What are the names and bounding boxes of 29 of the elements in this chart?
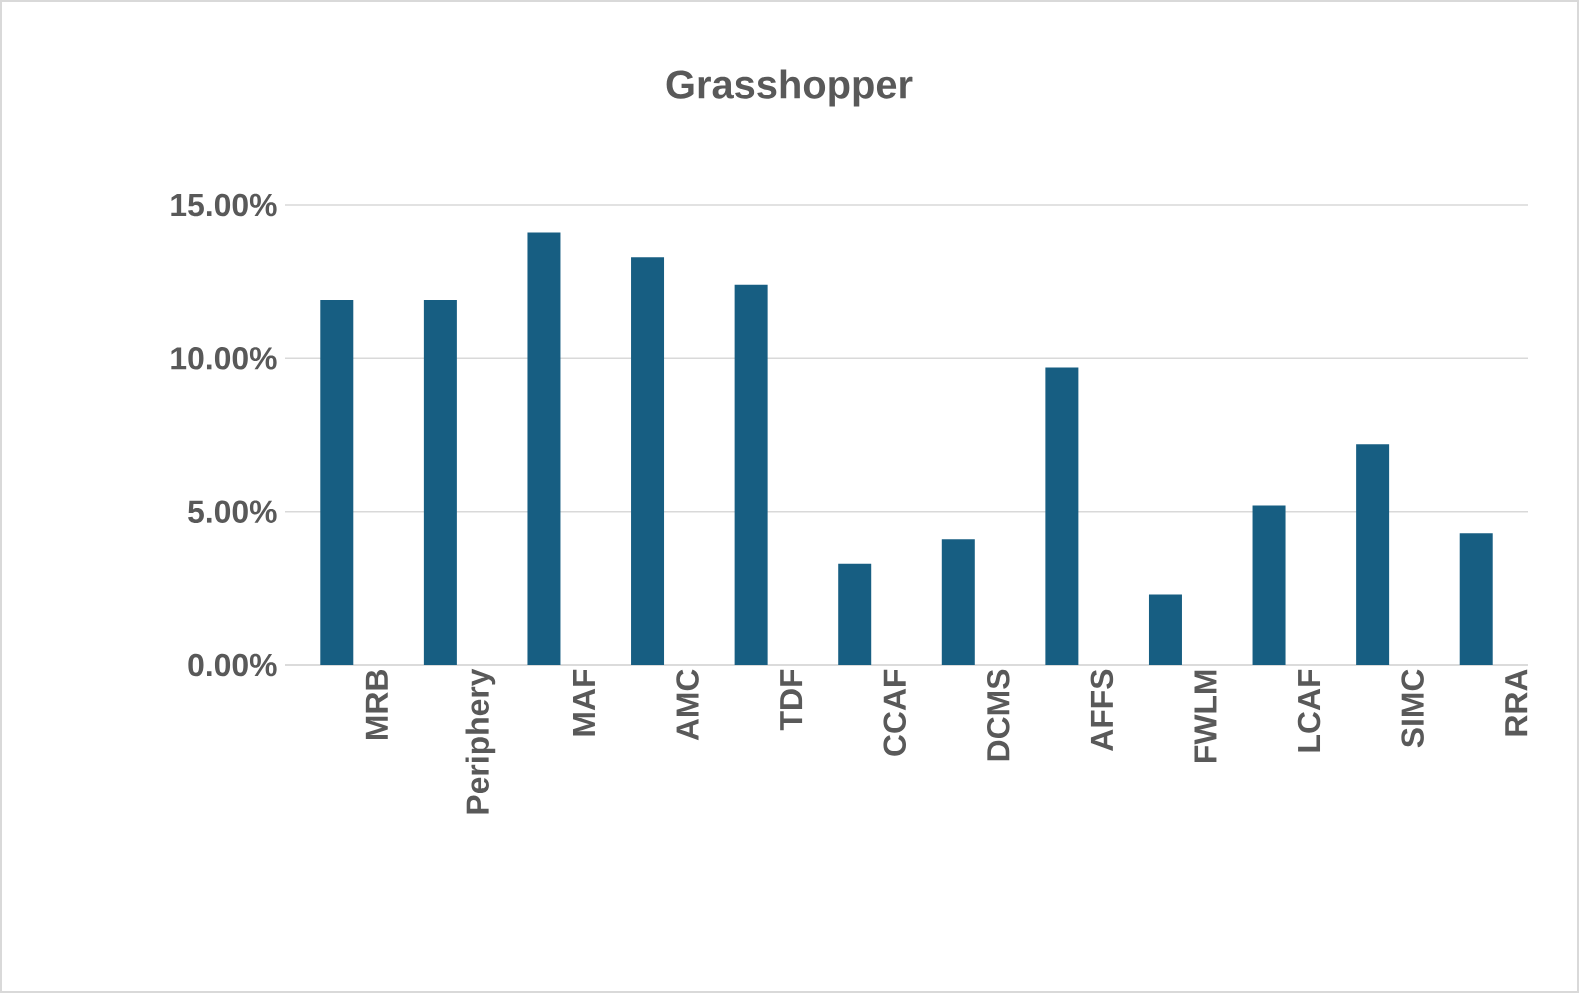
bar [527, 232, 561, 665]
bar [734, 284, 768, 665]
x-tick-label: SIMC [1401, 669, 1424, 748]
y-tick-label: 5.00% [188, 500, 277, 523]
x-tick-label: AMC [676, 669, 699, 741]
chart-title: Grasshopper [666, 69, 913, 107]
bar [1356, 444, 1390, 665]
bar [1252, 505, 1286, 665]
bar [838, 563, 872, 665]
x-tick-label: AFFS [1090, 669, 1114, 751]
x-tick-label: Periphery [465, 668, 496, 814]
bar [320, 300, 354, 665]
x-tick-label: DCMS [987, 669, 1010, 761]
x-tick-label: FWLM [1194, 670, 1217, 762]
x-tick-label: RRA [1505, 669, 1528, 736]
bar [1459, 533, 1493, 665]
x-tick-label: MRB [365, 669, 388, 739]
bar [631, 257, 665, 665]
bar [1148, 594, 1182, 665]
x-tick-label: MAF [573, 669, 595, 736]
x-tick-label: LCAF [1297, 669, 1321, 752]
y-tick-label: 15.00% [171, 193, 277, 217]
bar [423, 300, 457, 665]
x-tick-label: TDF [780, 669, 803, 731]
y-tick-label: 0.00% [188, 653, 277, 677]
bar [1045, 367, 1079, 665]
bar [941, 539, 975, 665]
y-tick-label: 10.00% [171, 347, 277, 370]
x-tick-label: CCAF [883, 669, 906, 756]
